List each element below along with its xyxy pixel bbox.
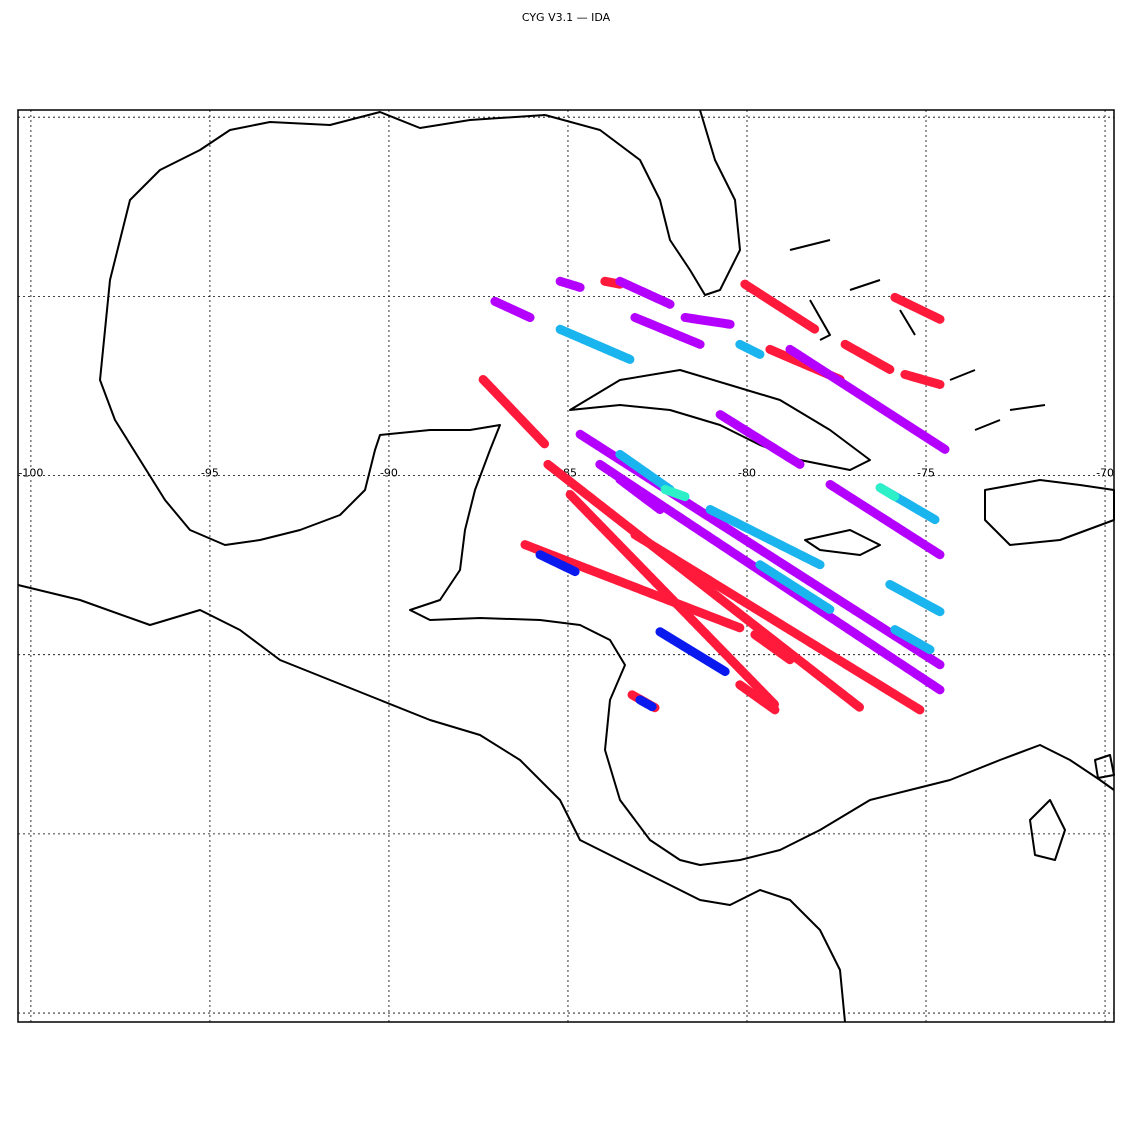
track <box>750 630 795 665</box>
track <box>615 474 665 515</box>
track <box>825 479 945 560</box>
x-tick-label: -75 <box>917 467 935 480</box>
track <box>740 279 820 334</box>
track <box>785 344 950 454</box>
track <box>885 579 945 617</box>
bahamas <box>789 239 1046 431</box>
x-tick-label: -95 <box>201 467 219 480</box>
track <box>635 695 657 712</box>
track <box>555 324 635 364</box>
track <box>555 276 585 292</box>
x-tick-label: -80 <box>738 467 756 480</box>
map-frame <box>17 109 1115 1023</box>
x-tick-label: -100 <box>18 467 43 480</box>
tracks <box>478 276 950 715</box>
gulf-coast <box>99 111 1115 866</box>
x-tick-label: -70 <box>1096 467 1114 480</box>
track <box>735 339 765 359</box>
lake-maracaibo <box>1029 799 1066 861</box>
track <box>840 339 895 374</box>
track <box>543 459 865 713</box>
track <box>715 410 805 469</box>
cuba <box>569 369 871 471</box>
jamaica <box>804 529 881 556</box>
track <box>615 449 675 494</box>
track <box>660 484 690 502</box>
track <box>900 369 945 389</box>
track <box>490 296 535 322</box>
track <box>890 292 945 324</box>
track <box>890 625 935 655</box>
track <box>478 374 550 449</box>
track <box>535 550 580 577</box>
track <box>680 312 735 329</box>
pacific-coast <box>17 584 846 1023</box>
track <box>630 530 925 715</box>
track <box>705 505 825 570</box>
track <box>735 680 780 715</box>
track <box>755 560 835 615</box>
track <box>655 627 730 677</box>
florida <box>544 109 741 296</box>
track <box>615 276 675 309</box>
x-tick-label: -90 <box>380 467 398 480</box>
track <box>520 540 745 633</box>
track <box>875 483 900 502</box>
chart-title: CYG V3.1 — IDA <box>522 11 611 24</box>
track <box>630 312 705 349</box>
